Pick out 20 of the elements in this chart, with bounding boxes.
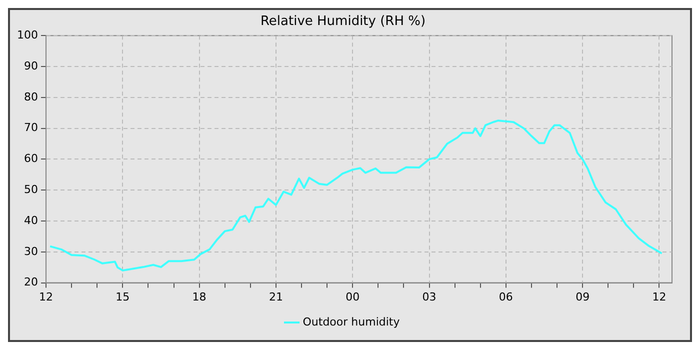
x-tick-label: 03 (422, 290, 436, 304)
y-tick-label: 70 (24, 121, 38, 134)
y-tick-label: 50 (24, 182, 38, 196)
y-tick-label: 80 (24, 90, 38, 104)
x-tick-label: 06 (498, 290, 513, 304)
x-tick-label: 15 (116, 290, 130, 304)
x-tick-label: 21 (268, 290, 283, 304)
x-tick-label: 12 (652, 290, 666, 304)
x-tick-label: 00 (346, 290, 360, 304)
chart-title: Relative Humidity (RH %) (260, 14, 426, 30)
y-tick-label: 100 (16, 28, 38, 42)
y-tick-label: 60 (24, 152, 38, 166)
x-tick-label: 18 (192, 290, 206, 304)
legend-label: Outdoor humidity (302, 315, 400, 328)
x-tick-label: 09 (576, 290, 590, 304)
x-tick-label: 12 (38, 290, 53, 304)
y-tick-label: 30 (24, 244, 38, 258)
y-tick-label: 40 (24, 214, 38, 227)
y-tick-label: 20 (24, 276, 38, 289)
y-tick-label: 90 (24, 59, 38, 72)
